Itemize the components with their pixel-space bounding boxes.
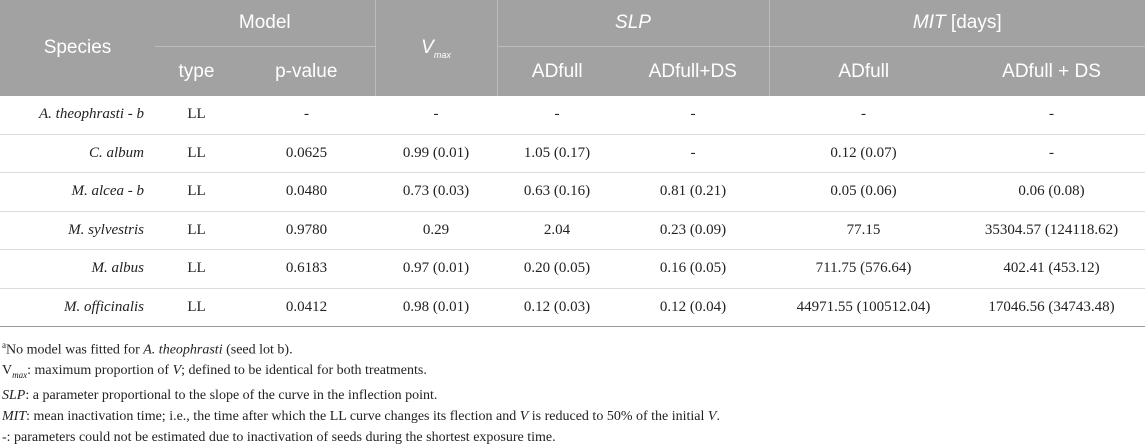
footnote-slp: SLP: a parameter proportional to the slo… [2, 386, 1145, 407]
cell-pvalue: - [238, 96, 375, 135]
cell-type: LL [155, 211, 238, 250]
footnote-vmax-sub: max [12, 370, 28, 381]
footnote-vmax-v: V [172, 363, 182, 379]
header-row-1: Species Model Vmax SLP MIT [days] [0, 0, 1145, 96]
footnote-dash: -: parameters could not be estimated due… [2, 429, 556, 445]
cell-slp-ds: - [617, 134, 770, 173]
cell-vmax: 0.97 (0.01) [375, 249, 497, 289]
header-slp-label: SLP [615, 12, 651, 33]
footnote-vmax-text: : maximum proportion of [27, 363, 173, 379]
table-row: M. sylvestris LL 0.9780 0.29 2.04 0.23 (… [0, 211, 1145, 250]
cell-pvalue: 0.6183 [238, 249, 375, 289]
cell-slp-adfull: - [497, 96, 617, 135]
cell-species: M. alcea - b [0, 172, 155, 212]
footnote-a-post: (seed lot b). [222, 342, 293, 358]
cell-type: LL [155, 288, 238, 327]
model-results-table: Species Model Vmax SLP MIT [days] type p… [0, 0, 1145, 327]
cell-mit-adfull: 0.05 (0.06) [769, 172, 959, 212]
cell-vmax: 0.29 [375, 211, 497, 250]
cell-slp-ds: - [617, 96, 770, 135]
cell-species: C. album [0, 134, 155, 173]
cell-slp-adfull: 0.63 (0.16) [497, 172, 617, 212]
cell-mit-ds: 35304.57 (124118.62) [958, 211, 1145, 250]
header-mit-adfullds: ADfull + DS [958, 46, 1145, 96]
cell-slp-adfull: 0.20 (0.05) [497, 249, 617, 289]
footnote-vmax-post: ; defined to be identical for both treat… [181, 363, 427, 379]
footnote-a-species: A. theophrasti [143, 342, 223, 358]
footnote-vmax: Vmax: maximum proportion of V; defined t… [2, 361, 1145, 386]
header-vmax-sub: max [433, 49, 451, 60]
footnote-mit-end: . [716, 408, 720, 424]
header-model: Model [155, 0, 375, 47]
cell-mit-ds: 0.06 (0.08) [958, 172, 1145, 212]
cell-slp-ds: 0.81 (0.21) [617, 172, 770, 212]
cell-species: M. albus [0, 249, 155, 289]
footnote-slp-text: : a parameter proportional to the slope … [25, 388, 438, 404]
cell-slp-ds: 0.23 (0.09) [617, 211, 770, 250]
header-species: Species [0, 0, 155, 96]
cell-type: LL [155, 172, 238, 212]
cell-pvalue: 0.0412 [238, 288, 375, 327]
footnote-a-marker: a [2, 340, 6, 350]
footnote-mit: MIT: mean inactivation time; i.e., the t… [2, 407, 1145, 428]
cell-species: A. theophrasti - b [0, 96, 155, 135]
header-vmax-base: V [421, 36, 434, 58]
footnote-mit-v1: V [519, 408, 529, 424]
table-row: M. officinalis LL 0.0412 0.98 (0.01) 0.1… [0, 288, 1145, 327]
cell-type: LL [155, 96, 238, 135]
cell-type: LL [155, 249, 238, 289]
cell-pvalue: 0.0625 [238, 134, 375, 173]
cell-mit-adfull: 0.12 (0.07) [769, 134, 959, 173]
cell-slp-ds: 0.16 (0.05) [617, 249, 770, 289]
cell-type: LL [155, 134, 238, 173]
cell-mit-ds: - [958, 96, 1145, 135]
cell-mit-ds: 17046.56 (34743.48) [958, 288, 1145, 327]
footnote-mit-post: is reduced to 50% of the initial [528, 408, 708, 424]
cell-mit-ds: 402.41 (453.12) [958, 249, 1145, 289]
cell-species: M. sylvestris [0, 211, 155, 250]
header-vmax: Vmax [374, 0, 497, 96]
table-row: M. alcea - b LL 0.0480 0.73 (0.03) 0.63 … [0, 172, 1145, 212]
cell-vmax: 0.98 (0.01) [375, 288, 497, 327]
cell-slp-ds: 0.12 (0.04) [617, 288, 770, 327]
cell-slp-adfull: 0.12 (0.03) [497, 288, 617, 327]
footnote-mit-term: MIT [2, 408, 27, 424]
footnote-a-pre: No model was fitted for [6, 342, 144, 358]
header-row-2: type p-value ADfull ADfull+DS ADfull ADf… [0, 46, 1145, 96]
header-mit-unit: [days] [945, 12, 1002, 33]
cell-vmax: 0.99 (0.01) [375, 134, 497, 173]
footnote-mit-text: : mean inactivation time; i.e., the time… [26, 408, 520, 424]
cell-mit-adfull: 711.75 (576.64) [769, 249, 959, 289]
cell-mit-adfull: 77.15 [769, 211, 959, 250]
cell-slp-adfull: 1.05 (0.17) [497, 134, 617, 173]
header-mit: MIT [days] [768, 0, 1145, 47]
cell-vmax: - [375, 96, 497, 135]
footnote-a: aNo model was fitted for A. theophrasti … [2, 335, 1145, 361]
table-row: M. albus LL 0.6183 0.97 (0.01) 0.20 (0.0… [0, 249, 1145, 289]
header-mit-label: MIT [912, 12, 946, 33]
footnote-slp-term: SLP [2, 388, 26, 404]
cell-mit-adfull: 44971.55 (100512.04) [769, 288, 959, 327]
cell-slp-adfull: 2.04 [497, 211, 617, 250]
cell-pvalue: 0.0480 [238, 172, 375, 212]
cell-species: M. officinalis [0, 288, 155, 327]
header-slp-adfullds: ADfull+DS [617, 46, 770, 96]
header-slp-adfull: ADfull [496, 46, 617, 96]
cell-vmax: 0.73 (0.03) [375, 172, 497, 212]
table-row: C. album LL 0.0625 0.99 (0.01) 1.05 (0.1… [0, 134, 1145, 173]
header-pvalue: p-value [238, 46, 375, 96]
cell-mit-adfull: - [769, 96, 959, 135]
header-type: type [155, 46, 238, 96]
header-mit-adfull: ADfull [768, 46, 959, 96]
table-row: A. theophrasti - b LL - - - - - - [0, 96, 1145, 135]
footnote-mit-v2: V [707, 408, 717, 424]
footnote-vmax-base: V [2, 363, 13, 379]
header-slp: SLP [496, 0, 770, 47]
cell-mit-ds: - [958, 134, 1145, 173]
cell-pvalue: 0.9780 [238, 211, 375, 250]
